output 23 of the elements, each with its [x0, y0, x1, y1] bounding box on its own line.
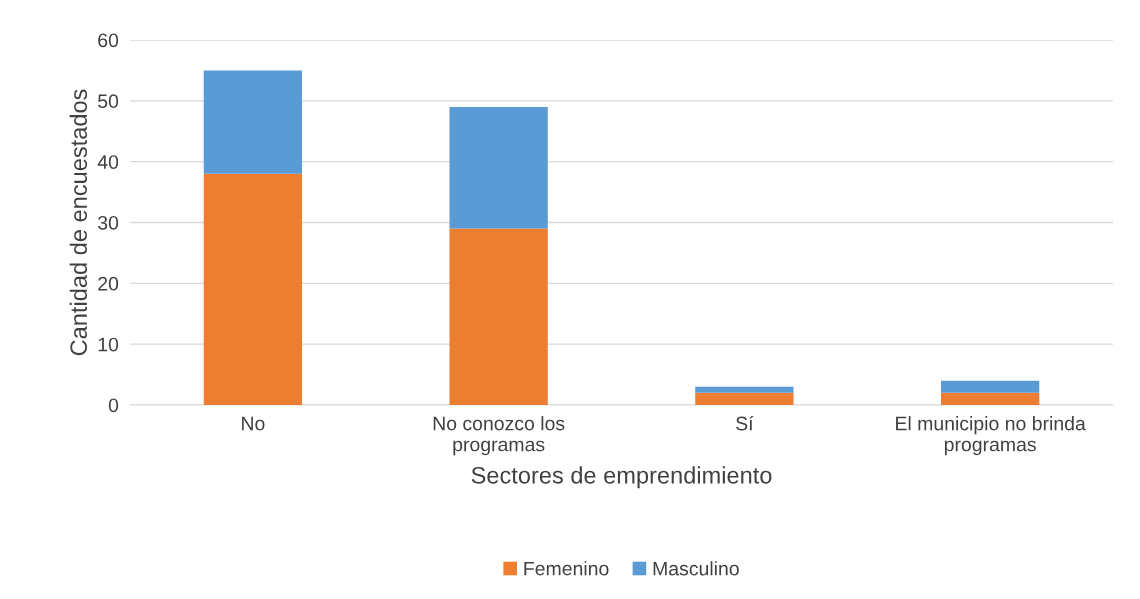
legend-label: Masculino: [653, 561, 739, 576]
y-tick-label: 50: [98, 94, 119, 109]
bar: [695, 392, 794, 405]
y-tick-label: 40: [97, 155, 119, 169]
bar: [449, 228, 548, 405]
bar: [695, 386, 794, 393]
bar: [449, 106, 548, 229]
y-tick-label: 30: [98, 215, 119, 230]
bar: [203, 70, 303, 174]
bar: [940, 380, 1040, 393]
bar: [940, 392, 1040, 405]
legend-label: Femenino: [524, 561, 609, 576]
x-tick-label: No conozco los programas: [433, 416, 565, 456]
x-axis-title: Sectores de emprendimiento: [471, 466, 772, 489]
y-tick-label: 10: [98, 337, 119, 352]
y-tick-label: 0: [108, 398, 119, 413]
x-tick-label: No: [242, 416, 265, 431]
x-tick-label: Sí: [736, 415, 754, 431]
y-tick-label: 20: [98, 276, 119, 291]
y-tick-label: 60: [98, 33, 119, 48]
y-axis-title: Cantidad de encuestados: [69, 89, 88, 356]
x-tick-label: El municipio no brinda programas: [896, 416, 1086, 456]
bar: [203, 173, 303, 405]
